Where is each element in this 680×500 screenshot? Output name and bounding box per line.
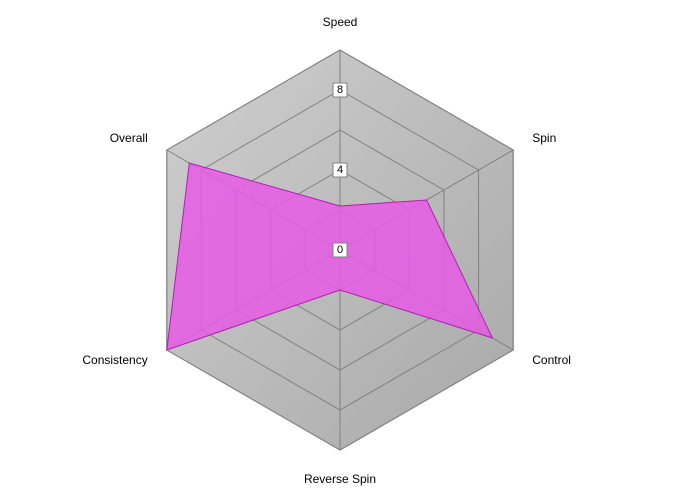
radar-tick-label: 8 xyxy=(337,84,343,96)
radar-axis-label: Reverse Spin xyxy=(304,472,376,486)
radar-chart: 0 4 8 Speed Spin Control Reverse Spin Consisten… xyxy=(0,0,680,500)
radar-axis-label: Control xyxy=(532,353,571,367)
radar-axis-label: Spin xyxy=(532,131,556,145)
radar-axis-label: Overall xyxy=(110,131,148,145)
radar-axis-label: Speed xyxy=(323,15,358,29)
radar-axis-label: Consistency xyxy=(82,353,147,367)
radar-tick-label: 4 xyxy=(337,164,343,176)
radar-tick-label: 0 xyxy=(337,244,343,256)
